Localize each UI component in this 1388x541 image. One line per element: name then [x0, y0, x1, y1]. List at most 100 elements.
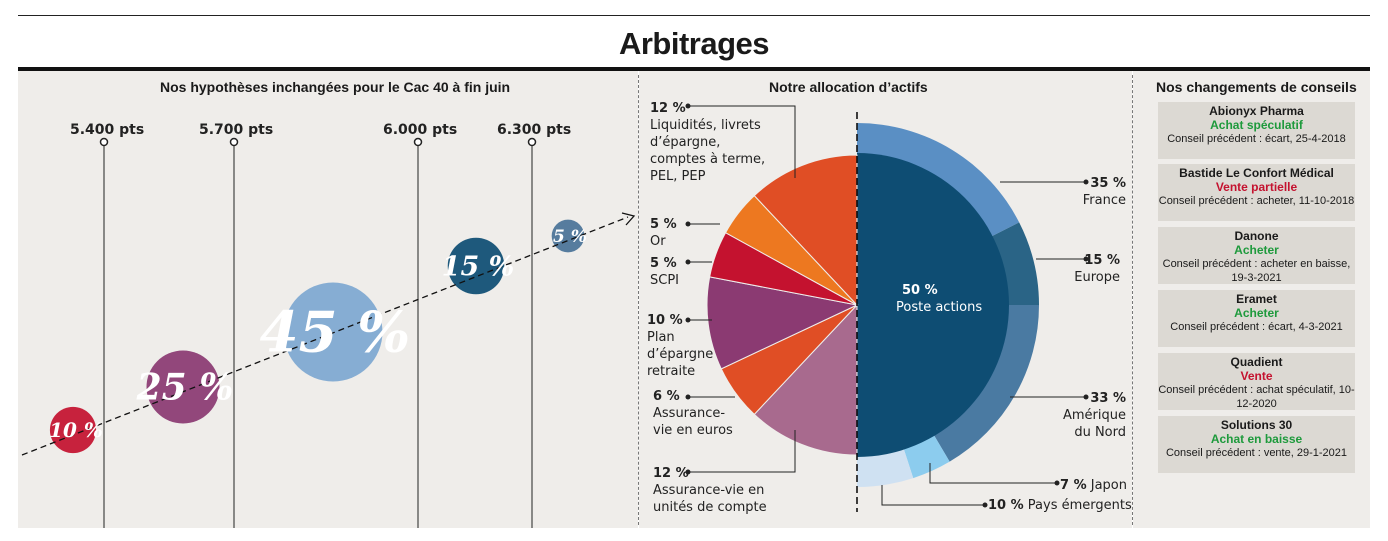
region-name: Europe [1074, 270, 1120, 285]
advice-company: Abionyx Pharma [1209, 104, 1304, 118]
region-name: France [1082, 193, 1126, 208]
bubble-label: 5 % [553, 227, 587, 247]
region-value: 35 % [1090, 176, 1126, 191]
advice-company: Eramet [1236, 292, 1277, 306]
bubble-label: 25 % [136, 367, 234, 409]
advice-card: Bastide Le Confort Médical Vente partiel… [1158, 164, 1355, 221]
leader-dot [685, 221, 691, 227]
pie-slice-equity [857, 153, 1009, 457]
top-rule [18, 15, 1370, 16]
region-name: Amérique du Nord [1062, 408, 1126, 440]
equity-ring-slice [990, 222, 1039, 305]
region-name: Pays émergents [1027, 498, 1132, 513]
panel-separator [1132, 75, 1133, 525]
advice-previous: Conseil précédent : vente, 29-1-2021 [1165, 447, 1347, 459]
equity-ring-slice [857, 123, 1020, 237]
advice-company: Danone [1234, 229, 1279, 243]
allocation-name: Liquidités, livrets d’épargne, comptes à… [650, 118, 766, 184]
region-name: Japon [1090, 478, 1127, 493]
trend-arrowhead [621, 212, 636, 226]
allocation-label-av-uc: 12 % Assurance-vie en unités de compte [653, 465, 793, 516]
level-marker [99, 137, 109, 147]
allocation-label-per: 10 % Plan d’épargne retraite [647, 312, 719, 380]
bubble [146, 350, 220, 424]
advice-recommendation: Acheter [1234, 243, 1279, 257]
level-label: 6.300 pts [497, 122, 572, 138]
allocation-label-scpi: 5 % SCPI [650, 255, 679, 289]
equity-ring-slice [857, 447, 914, 487]
advice-company: Solutions 30 [1220, 418, 1293, 432]
bubble-label: 10 % [49, 418, 103, 442]
advice-previous: Conseil précédent : écart, 25-4-2018 [1167, 133, 1346, 145]
pie-slice [753, 154, 858, 307]
allocation-value: 5 % [650, 217, 677, 232]
equity-name: Poste actions [896, 300, 983, 315]
allocation-label-av-euros: 6 % Assurance-vie en euros [653, 388, 743, 439]
leader-dot [1083, 179, 1089, 185]
allocation-panel-title: Notre allocation d’actifs [769, 79, 928, 95]
level-label: 5.400 pts [70, 122, 145, 138]
allocation-name: SCPI [650, 273, 680, 288]
leader-dot [1083, 394, 1089, 400]
allocation-name: Plan d’épargne retraite [647, 330, 714, 379]
allocation-value: 12 % [650, 101, 686, 116]
region-value: 15 % [1084, 253, 1120, 268]
bubble [447, 237, 505, 295]
advice-recommendation: Achat en baisse [1210, 432, 1303, 446]
pie-slice [753, 303, 858, 456]
region-label-amerique: 33 % Amérique du Nord [1056, 390, 1126, 441]
region-label-japon: 7 % Japon [1060, 477, 1127, 494]
allocation-value: 5 % [650, 256, 677, 271]
level-marker [229, 137, 239, 147]
advice-previous: Conseil précédent : écart, 4-3-2021 [1170, 321, 1343, 333]
allocation-value: 6 % [653, 389, 680, 404]
allocation-value: 12 % [653, 466, 689, 481]
cac40-panel-title: Nos hypothèses inchangées pour le Cac 40… [160, 79, 511, 95]
bubble-label: 45 % [260, 300, 411, 366]
advice-recommendation: Vente partielle [1215, 180, 1298, 194]
leader-dot [685, 394, 691, 400]
region-label-europe: 15 % Europe [1060, 252, 1120, 286]
bubble [49, 406, 97, 454]
advice-previous: Conseil précédent : achat spéculatif, 10… [1158, 384, 1355, 410]
advice-company: Quadient [1230, 355, 1283, 369]
pie-slice [706, 276, 859, 370]
leader-dot [1054, 480, 1060, 486]
bubble-label: 15 % [442, 251, 515, 282]
leader-dot [685, 103, 691, 109]
trend-arrow [21, 216, 629, 456]
allocation-label-or: 5 % Or [650, 216, 677, 250]
leader-dot [685, 317, 691, 323]
leader-dot [685, 259, 691, 265]
advice-recommendation: Vente [1240, 369, 1273, 383]
bubble [551, 219, 585, 253]
allocation-name: Or [650, 234, 666, 249]
title-rule [18, 67, 1370, 71]
allocation-name: Assurance-vie en euros [653, 406, 733, 438]
allocation-label-liquidites: 12 % Liquidités, livrets d’épargne, comp… [650, 100, 770, 185]
advice-previous: Conseil précédent : acheter, 11-10-2018 [1158, 195, 1355, 207]
level-label: 5.700 pts [199, 122, 274, 138]
advice-company: Bastide Le Confort Médical [1179, 166, 1334, 180]
bubble [283, 282, 383, 382]
allocation-name: Assurance-vie en unités de compte [653, 483, 767, 515]
level-marker [527, 137, 537, 147]
advice-card: Solutions 30 Achat en baisse Conseil pré… [1158, 416, 1355, 473]
region-label-france: 35 % France [1060, 175, 1126, 209]
allocation-value: 10 % [647, 313, 683, 328]
leader-dot [685, 469, 691, 475]
page-title: Arbitrages [618, 26, 770, 61]
advice-previous: Conseil précédent : acheter en baisse, 1… [1162, 258, 1351, 284]
region-value: 10 % [988, 498, 1024, 513]
leader-dot [982, 502, 988, 508]
advice-card: Abionyx Pharma Achat spéculatif Conseil … [1158, 102, 1355, 159]
advice-card: Eramet Acheter Conseil précédent : écart… [1158, 290, 1355, 347]
level-label: 6.000 pts [383, 122, 458, 138]
leader-line [688, 105, 796, 178]
advice-recommendation: Acheter [1234, 306, 1279, 320]
advice-panel-title: Nos changements de conseils [1156, 79, 1357, 95]
advice-card: Danone Acheter Conseil précédent : achet… [1158, 227, 1355, 284]
advice-recommendation: Achat spéculatif [1210, 118, 1303, 132]
region-value: 33 % [1090, 391, 1126, 406]
